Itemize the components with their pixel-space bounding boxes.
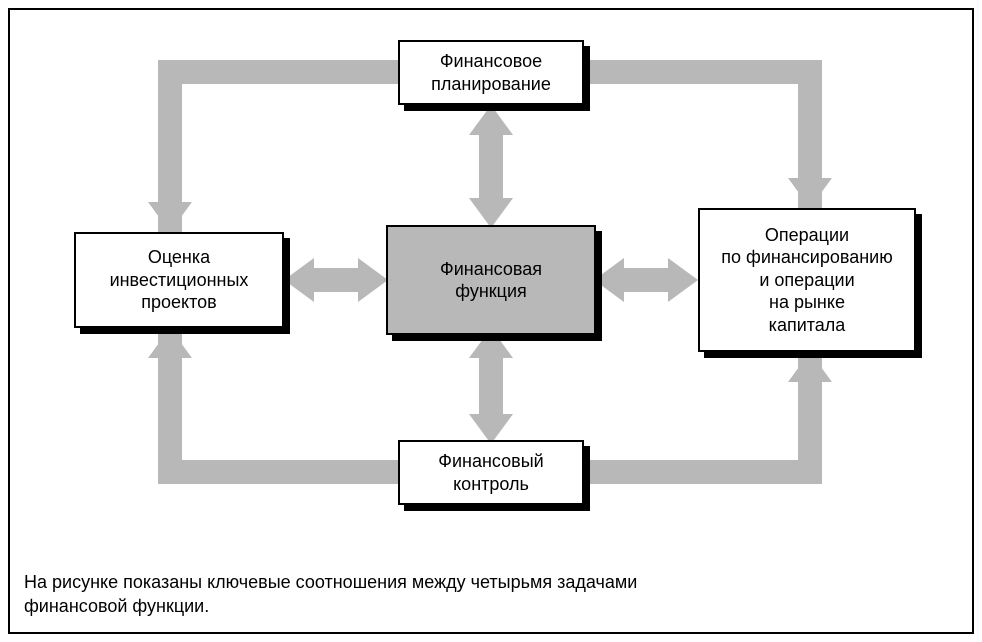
arrowhead-into-left-top — [148, 202, 192, 232]
node-bottom: Финансовыйконтроль — [398, 440, 584, 505]
node-top: Финансовоепланирование — [398, 40, 584, 105]
caption-text: На рисунке показаны ключевые соотношения… — [24, 572, 637, 616]
node-bottom-label: Финансовыйконтроль — [438, 450, 543, 495]
connector-center-top — [479, 130, 503, 208]
diagram-caption: На рисунке показаны ключевые соотношения… — [24, 570, 944, 619]
node-right: Операциипо финансированиюи операциина ры… — [698, 208, 916, 352]
arrowhead-center-to-right — [668, 258, 698, 302]
node-right-label: Операциипо финансированиюи операциина ры… — [721, 224, 892, 337]
arrowhead-top-to-center — [469, 198, 513, 228]
arrowhead-into-right-top — [788, 178, 832, 208]
arrowhead-left-to-center — [358, 258, 388, 302]
node-left-label: Оценкаинвестиционныхпроектов — [110, 246, 249, 314]
node-left: Оценкаинвестиционныхпроектов — [74, 232, 284, 328]
node-top-label: Финансовоепланирование — [431, 50, 551, 95]
node-center-label: Финансоваяфункция — [440, 258, 542, 303]
diagram-canvas: Финансовоепланирование Оценкаинвестицион… — [0, 0, 982, 642]
node-center: Финансоваяфункция — [386, 225, 596, 335]
